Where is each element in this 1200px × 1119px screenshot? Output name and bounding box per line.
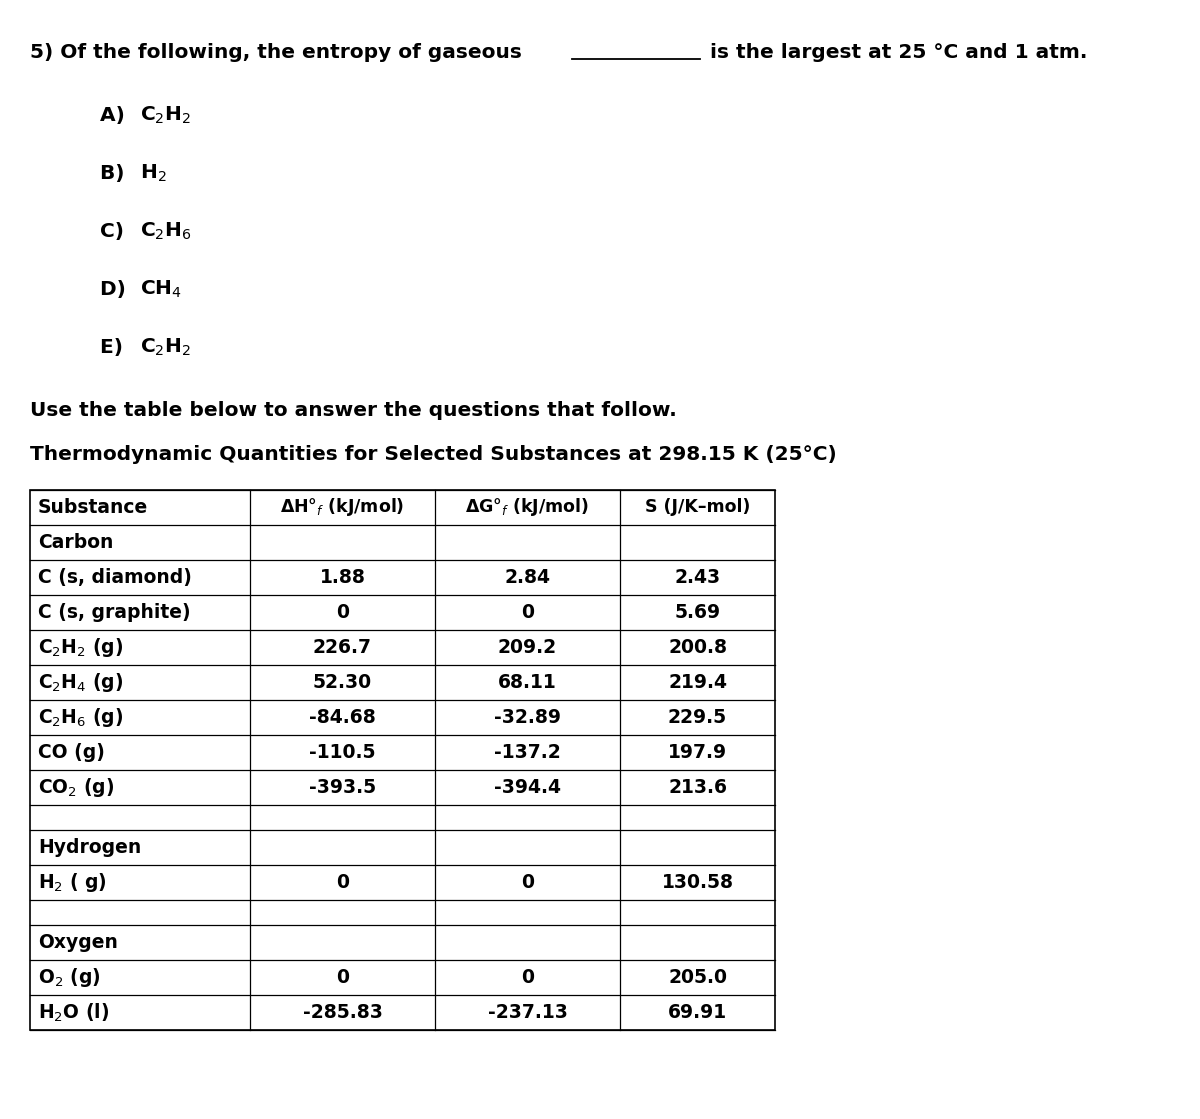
Text: 213.6: 213.6 xyxy=(668,778,727,797)
Text: Thermodynamic Quantities for Selected Substances at 298.15 K (25°C): Thermodynamic Quantities for Selected Su… xyxy=(30,445,836,464)
Text: Hydrogen: Hydrogen xyxy=(38,838,142,857)
Text: C$_2$H$_6$ (g): C$_2$H$_6$ (g) xyxy=(38,706,124,728)
Bar xyxy=(30,490,775,1029)
Text: 219.4: 219.4 xyxy=(668,673,727,692)
Text: is the largest at 25 °C and 1 atm.: is the largest at 25 °C and 1 atm. xyxy=(710,43,1087,62)
Text: -285.83: -285.83 xyxy=(302,1003,383,1022)
Text: 0: 0 xyxy=(521,603,534,622)
Text: 197.9: 197.9 xyxy=(668,743,727,762)
Text: CO$_2$ (g): CO$_2$ (g) xyxy=(38,775,114,799)
Text: -32.89: -32.89 xyxy=(494,708,562,727)
Text: 0: 0 xyxy=(521,968,534,987)
Text: 52.30: 52.30 xyxy=(313,673,372,692)
Text: 5.69: 5.69 xyxy=(674,603,720,622)
Text: H$_2$ ( g): H$_2$ ( g) xyxy=(38,871,107,894)
Text: E): E) xyxy=(100,338,130,357)
Text: -394.4: -394.4 xyxy=(494,778,562,797)
Text: 209.2: 209.2 xyxy=(498,638,557,657)
Text: S (J/K–mol): S (J/K–mol) xyxy=(644,498,750,517)
Text: 1.88: 1.88 xyxy=(319,568,366,587)
Text: Use the table below to answer the questions that follow.: Use the table below to answer the questi… xyxy=(30,401,677,420)
Text: Substance: Substance xyxy=(38,498,149,517)
Text: ΔH°$_f$ (kJ/mol): ΔH°$_f$ (kJ/mol) xyxy=(281,497,404,518)
Text: Oxygen: Oxygen xyxy=(38,933,118,952)
Text: -237.13: -237.13 xyxy=(487,1003,568,1022)
Text: D): D) xyxy=(100,280,133,299)
Text: 205.0: 205.0 xyxy=(668,968,727,987)
Text: -110.5: -110.5 xyxy=(310,743,376,762)
Text: -84.68: -84.68 xyxy=(310,708,376,727)
Text: 69.91: 69.91 xyxy=(668,1003,727,1022)
Text: C): C) xyxy=(100,222,131,241)
Text: C (s, graphite): C (s, graphite) xyxy=(38,603,191,622)
Text: 229.5: 229.5 xyxy=(668,708,727,727)
Text: A): A) xyxy=(100,105,132,124)
Text: B): B) xyxy=(100,163,132,182)
Text: 0: 0 xyxy=(336,603,349,622)
Text: C$_2$H$_2$ (g): C$_2$H$_2$ (g) xyxy=(38,636,124,659)
Text: C$_2$H$_4$ (g): C$_2$H$_4$ (g) xyxy=(38,671,124,694)
Text: 2.84: 2.84 xyxy=(504,568,551,587)
Text: O$_2$ (g): O$_2$ (g) xyxy=(38,966,101,989)
Text: Carbon: Carbon xyxy=(38,533,113,552)
Text: C$_2$H$_2$: C$_2$H$_2$ xyxy=(140,104,191,125)
Text: 200.8: 200.8 xyxy=(668,638,727,657)
Text: H$_2$O (l): H$_2$O (l) xyxy=(38,1002,109,1024)
Text: 2.43: 2.43 xyxy=(674,568,720,587)
Text: C (s, diamond): C (s, diamond) xyxy=(38,568,192,587)
Text: -137.2: -137.2 xyxy=(494,743,560,762)
Text: CO (g): CO (g) xyxy=(38,743,104,762)
Text: -393.5: -393.5 xyxy=(308,778,376,797)
Text: H$_2$: H$_2$ xyxy=(140,162,167,184)
Text: C$_2$H$_6$: C$_2$H$_6$ xyxy=(140,220,192,242)
Text: 226.7: 226.7 xyxy=(313,638,372,657)
Text: CH$_4$: CH$_4$ xyxy=(140,279,182,300)
Text: ΔG°$_f$ (kJ/mol): ΔG°$_f$ (kJ/mol) xyxy=(466,497,589,518)
Text: 130.58: 130.58 xyxy=(661,873,733,892)
Text: 0: 0 xyxy=(336,873,349,892)
Text: 0: 0 xyxy=(336,968,349,987)
Text: 5) Of the following, the entropy of gaseous: 5) Of the following, the entropy of gase… xyxy=(30,43,522,62)
Text: 0: 0 xyxy=(521,873,534,892)
Text: 68.11: 68.11 xyxy=(498,673,557,692)
Text: C$_2$H$_2$: C$_2$H$_2$ xyxy=(140,337,191,358)
